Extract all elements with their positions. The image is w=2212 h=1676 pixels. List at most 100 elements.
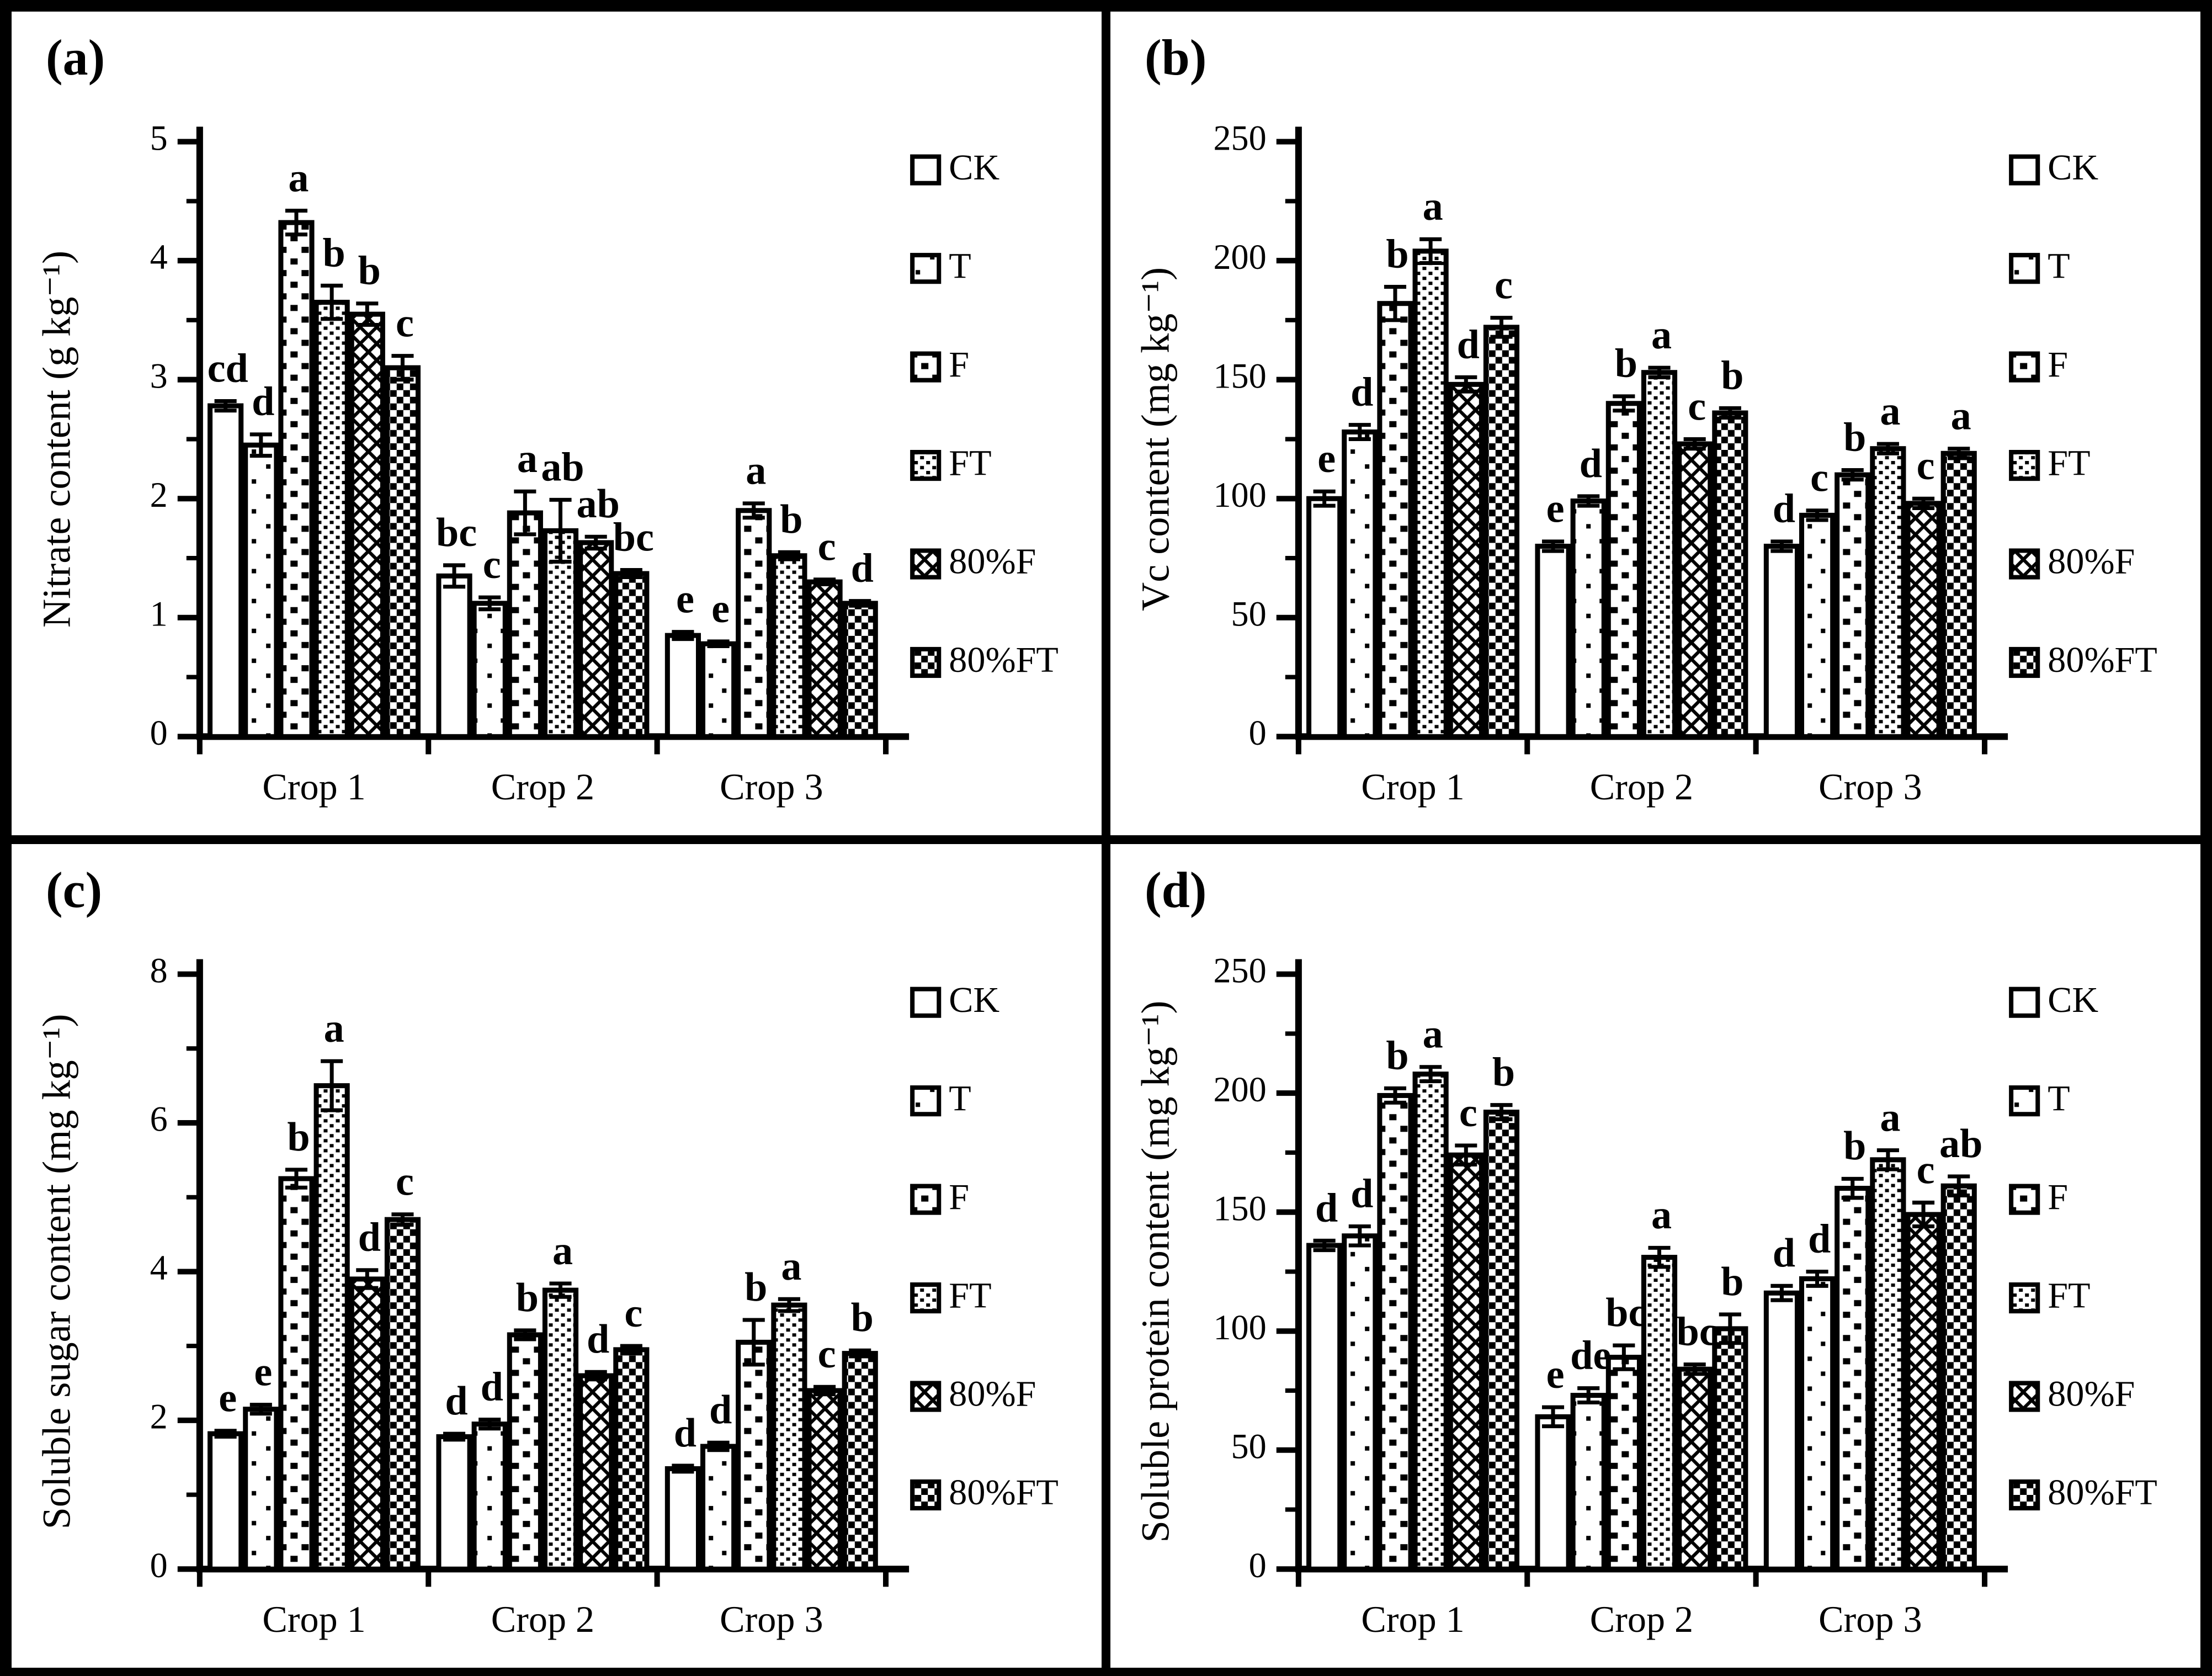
y-tick-label: 200 — [1213, 237, 1266, 277]
error-bar — [1683, 437, 1706, 451]
error-bar — [707, 639, 730, 649]
bar — [1535, 543, 1571, 739]
bar — [349, 311, 385, 739]
legend-swatch — [910, 646, 942, 678]
legend-swatch — [2009, 1282, 2040, 1313]
legend-item: F — [910, 344, 969, 385]
significance-letter: b — [1615, 341, 1637, 386]
legend-label: T — [2048, 246, 2070, 286]
y-tick-label: 2 — [150, 475, 168, 515]
significance-letter: d — [1580, 441, 1602, 486]
legend-swatch — [910, 986, 942, 1018]
error-bar — [584, 534, 607, 551]
significance-letter: ab — [577, 481, 620, 527]
error-bar — [285, 1168, 308, 1190]
y-axis: 0 2 4 6 8 — [150, 951, 203, 1585]
significance-letter: a — [746, 448, 766, 494]
error-bar — [356, 301, 379, 327]
bar — [1763, 1290, 1800, 1572]
error-bar — [1912, 496, 1935, 510]
significance-letter: c — [1810, 455, 1828, 501]
svg-text:Nitrate content (g kg⁻¹): Nitrate content (g kg⁻¹) — [34, 251, 78, 628]
y-tick-label: 100 — [1213, 475, 1266, 515]
significance-letter: e — [219, 1375, 237, 1420]
error-bar — [742, 501, 765, 520]
significance-letter: ab — [541, 444, 584, 490]
significance-letter: b — [287, 1115, 310, 1160]
significance-letter: c — [1917, 443, 1935, 489]
error-bar — [549, 1281, 572, 1299]
legend-item: T — [2009, 1078, 2070, 1118]
legend-swatch — [2009, 1184, 2040, 1215]
error-bar — [1490, 316, 1513, 339]
bar — [1870, 446, 1906, 739]
error-bar — [1455, 1143, 1477, 1166]
legend-swatch — [2009, 1479, 2040, 1510]
legend-swatch — [910, 1184, 942, 1215]
error-bar — [813, 1385, 836, 1397]
x-category-label: Crop 1 — [262, 766, 365, 808]
bar — [578, 1373, 614, 1572]
x-category-label: Crop 3 — [1818, 1598, 1922, 1640]
legend-swatch — [2009, 986, 2040, 1018]
bar — [1763, 543, 1800, 739]
bar — [736, 1339, 772, 1572]
series-FT: a a a — [1412, 184, 1906, 739]
bar — [1342, 1233, 1378, 1572]
legend-label: T — [2048, 1078, 2070, 1118]
bar — [313, 300, 350, 739]
error-bar — [1384, 1086, 1407, 1105]
error-bar — [443, 1431, 466, 1442]
significance-letter: b — [516, 1275, 539, 1320]
error-bar — [849, 599, 871, 608]
error-bar — [214, 1429, 237, 1439]
error-bar — [672, 630, 694, 641]
bar — [1799, 512, 1836, 739]
bar — [613, 571, 650, 739]
error-bar — [1541, 1405, 1565, 1428]
significance-letter: c — [818, 524, 836, 570]
x-axis: Crop 1 Crop 2 Crop 3 — [196, 733, 910, 808]
legend: CK T F FT 80%F 80%FT — [910, 147, 1059, 680]
bar — [1605, 1354, 1642, 1572]
significance-letter: a — [288, 156, 309, 201]
y-axis: 0 1 2 3 4 5 — [150, 118, 203, 752]
error-bar — [1348, 1224, 1371, 1248]
y-axis-title: Nitrate content (g kg⁻¹) — [34, 251, 78, 628]
bar — [313, 1083, 350, 1572]
bar — [1570, 498, 1607, 739]
legend-swatch — [2009, 1085, 2040, 1117]
bar — [1677, 1366, 1713, 1572]
bar — [471, 601, 508, 739]
error-bar — [321, 1059, 343, 1112]
y-tick-label: 150 — [1213, 1189, 1266, 1228]
legend-label: T — [949, 246, 971, 286]
error-bar — [1806, 508, 1828, 522]
y-axis-title: Soluble protein content (mg kg⁻¹) — [1133, 1000, 1177, 1542]
error-bar — [620, 568, 642, 579]
error-bar — [514, 489, 536, 537]
legend-item: 80%F — [910, 1373, 1036, 1414]
significance-letter: a — [552, 1228, 573, 1274]
bar — [507, 1332, 543, 1572]
error-bar — [742, 1318, 765, 1367]
legend-item: 80%FT — [2009, 1472, 2157, 1513]
legend-item: 80%FT — [2009, 640, 2157, 680]
bar — [1905, 1212, 1942, 1572]
error-bar — [1683, 1362, 1706, 1376]
legend-swatch — [910, 253, 942, 284]
error-bar — [1876, 442, 1899, 455]
error-bar — [707, 1440, 730, 1452]
significance-letter: a — [1423, 1011, 1443, 1057]
legend-label: 80%F — [2048, 1373, 2135, 1414]
bar — [664, 633, 701, 739]
series-T: dd c — [1342, 369, 1836, 739]
bar — [1412, 248, 1449, 739]
series-80%F: dd c — [349, 1214, 843, 1572]
panel-b-vc-content: (b) 0 50 100 150 200 250 Vc content (mg kg⁻¹)… — [1106, 7, 2205, 840]
bar — [1835, 1185, 1871, 1572]
legend-item: CK — [910, 147, 999, 188]
bar — [243, 442, 279, 739]
x-category-label: Crop 3 — [720, 1598, 823, 1640]
